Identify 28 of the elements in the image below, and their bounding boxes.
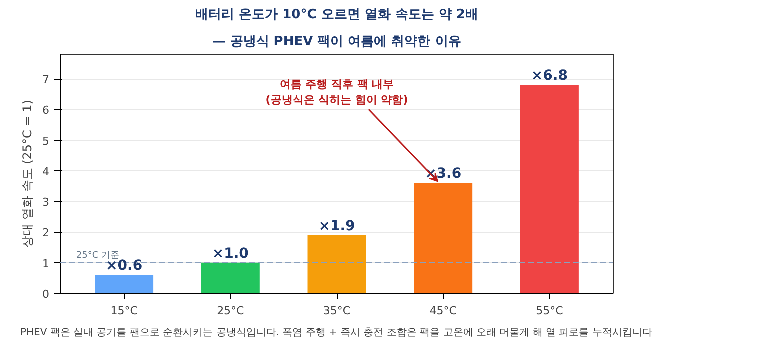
x-tick-label: 25°C: [217, 304, 245, 318]
y-tick-label: 3: [42, 196, 50, 210]
data-label: ×6.8: [531, 68, 568, 84]
y-tick-label: 5: [42, 134, 50, 148]
bar: [95, 275, 154, 294]
x-tick-label: 45°C: [430, 304, 458, 318]
ref-line-label: 25°C 기준: [76, 250, 120, 261]
bar: [308, 235, 366, 294]
text: PHEV 팩은 실내 공기를 팬으로 순환시키는 공냉식입니다. 폭염 주행 + 즉시 충전 조합은 팩을 고온에 오래 머물게 해 열 피로를 누적시킵니다: [20, 328, 652, 338]
data-label: ×1.0: [212, 246, 250, 262]
data-label: ×1.9: [318, 218, 356, 234]
y-tick-label: 4: [42, 165, 50, 178]
x-tick-label: 15°C: [110, 304, 138, 318]
y-tick-label: 2: [42, 226, 50, 240]
x-tick-label: 35°C: [323, 304, 351, 318]
bar: [520, 85, 579, 294]
y-tick-label: 1: [42, 257, 50, 270]
bar: [414, 183, 473, 294]
chart-subtitle: — 공냉식 PHEV 팩이 여름에 취약한 이유: [212, 34, 462, 50]
y-axis-title: 상대 열화 속도 (25°C = 1): [20, 100, 34, 248]
y-tick-label: 0: [42, 288, 50, 301]
y-tick-label: 6: [42, 104, 50, 118]
bar: [201, 262, 260, 294]
chart-title: 배터리 온도가 10°C 오르면 열화 속도는 약 2배: [196, 8, 478, 22]
y-tick-label: 7: [42, 74, 50, 87]
annotation: 여름 주행 직후 팩 내부 (공냉식은 식히는 힘이 약함): [266, 78, 408, 107]
data-label: ×0.6: [106, 258, 143, 274]
x-tick-label: 55°C: [536, 304, 564, 318]
